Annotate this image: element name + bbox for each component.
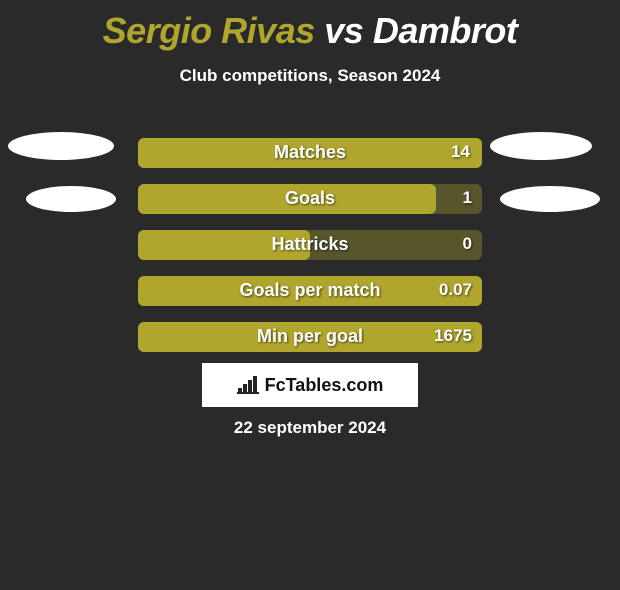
stat-row: Goals per match 0.07 <box>0 268 620 314</box>
decorative-ellipse <box>26 186 116 212</box>
decorative-ellipse <box>8 132 114 160</box>
stat-label: Goals <box>285 188 335 209</box>
stats-container: Matches 14 Goals 1 Hattricks 0 Goals per match… <box>0 130 620 360</box>
vs-text: vs <box>324 10 363 51</box>
stat-value: 0 <box>463 234 472 254</box>
stat-value: 0.07 <box>439 280 472 300</box>
stat-value: 14 <box>451 142 470 162</box>
stat-label: Matches <box>274 142 346 163</box>
player2-name: Dambrot <box>373 10 518 51</box>
stat-row: Min per goal 1675 <box>0 314 620 360</box>
stat-label: Hattricks <box>271 234 348 255</box>
stat-label: Min per goal <box>257 326 363 347</box>
brand-box: FcTables.com <box>202 363 418 407</box>
player1-name: Sergio Rivas <box>103 10 315 51</box>
stat-label: Goals per match <box>239 280 380 301</box>
brand-text: FcTables.com <box>265 375 384 396</box>
stat-value: 1 <box>463 188 472 208</box>
stat-value: 1675 <box>434 326 472 346</box>
subtitle: Club competitions, Season 2024 <box>0 66 620 86</box>
comparison-title: Sergio Rivas vs Dambrot <box>0 10 620 52</box>
stat-row: Hattricks 0 <box>0 222 620 268</box>
brand-chart-icon <box>237 376 259 394</box>
decorative-ellipse <box>490 132 592 160</box>
decorative-ellipse <box>500 186 600 212</box>
date-text: 22 september 2024 <box>0 418 620 438</box>
